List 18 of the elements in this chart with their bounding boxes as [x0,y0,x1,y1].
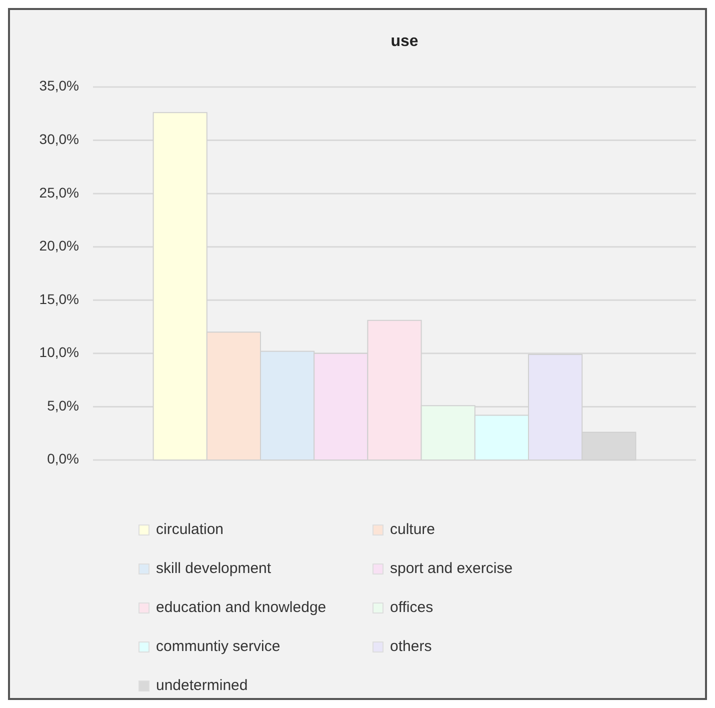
legend-label: education and knowledge [156,598,326,616]
legend-label: offices [390,598,434,616]
chart-title: use [390,33,418,50]
legend-label: undetermined [156,676,248,694]
legend-label: communtiy service [156,638,280,655]
legend-label: sport and exercise [390,560,513,577]
y-tick-label: 15,0% [39,290,79,307]
legend-label: skill development [156,560,272,577]
y-tick-label: 30,0% [39,130,79,147]
y-tick-label: 35,0% [39,78,79,94]
legend-label: culture [390,520,436,538]
legend-label: others [390,638,432,655]
y-tick-label: 10,0% [39,344,79,360]
y-tick-label: 20,0% [39,238,79,254]
y-tick-label: 25,0% [39,184,79,200]
y-tick-label: 0,0% [47,450,79,467]
legend-label: circulation [156,520,224,538]
y-tick-label: 5,0% [47,397,79,414]
